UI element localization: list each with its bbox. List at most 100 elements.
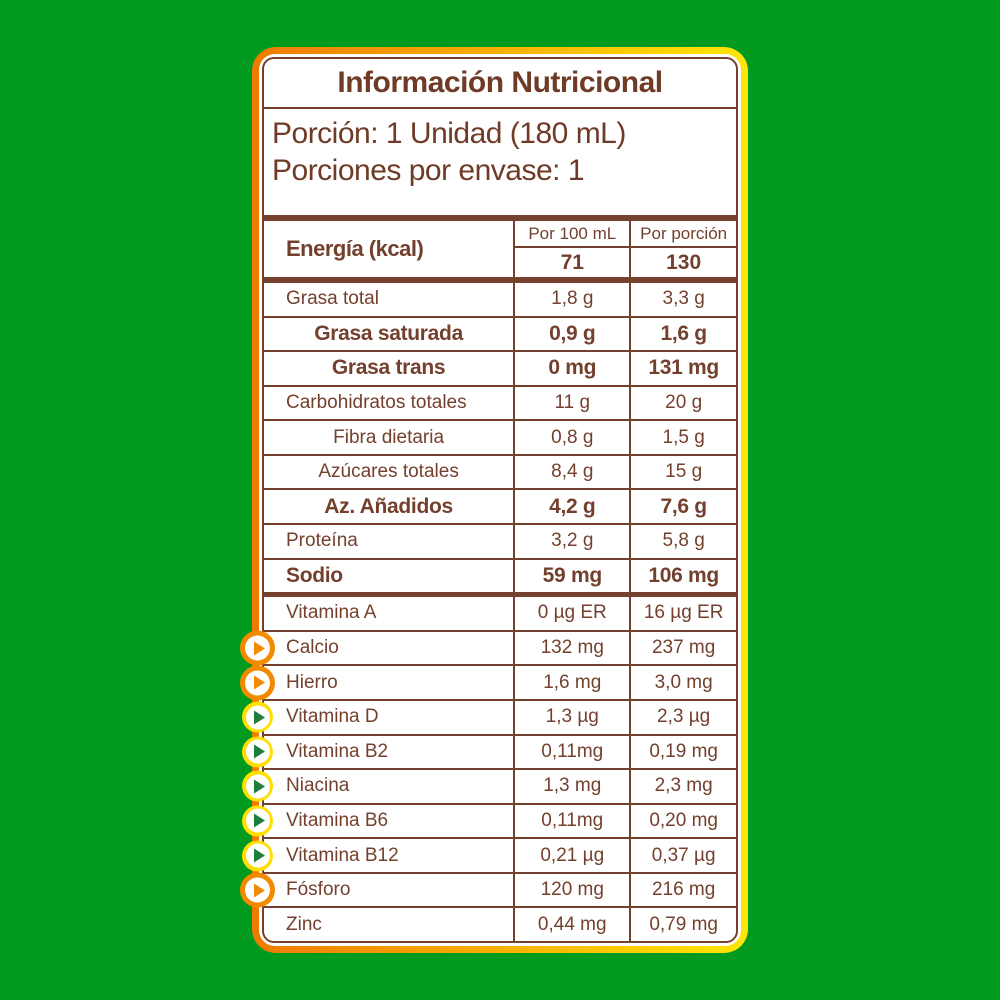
play-triangle-icon	[245, 877, 270, 903]
value-per-100ml: 4,2 g	[513, 490, 629, 524]
row-label: Hierro	[286, 671, 338, 693]
yellow-green-play-circle-icon	[242, 840, 273, 872]
table-row: Vitamina B2 0,11mg 0,19 mg	[242, 733, 736, 769]
row-label: Vitamina B12	[286, 844, 399, 866]
serving-info: Porción: 1 Unidad (180 mL) Porciones por…	[264, 109, 736, 215]
value-per-100ml: 3,2 g	[513, 525, 629, 558]
row-label: Vitamina D	[286, 706, 379, 728]
value-per-100ml: 1,8 g	[513, 283, 629, 316]
value-per-portion: 2,3 µg	[629, 700, 736, 734]
value-per-portion: 20 g	[629, 386, 736, 420]
value-per-100ml: 132 mg	[513, 631, 629, 665]
table-row: Carbohidratos totales 11 g 20 g	[264, 384, 736, 420]
value-per-portion: 106 mg	[629, 559, 736, 593]
value-per-portion: 216 mg	[629, 873, 736, 907]
nutrition-table: Energía (kcal) Por 100 mL Por porción 71…	[240, 215, 736, 941]
play-triangle-icon	[245, 705, 270, 730]
table-row: Vitamina B12 0,21 µg 0,37 µg	[242, 837, 736, 872]
value-per-portion: 1,6 g	[629, 317, 736, 351]
table-header: Energía (kcal) Por 100 mL Por porción 71…	[264, 221, 736, 277]
table-row: Zinc 0,44 mg 0,79 mg	[264, 906, 736, 941]
table-row: Fibra dietaria 0,8 g 1,5 g	[264, 419, 736, 454]
value-per-100ml: 11 g	[513, 386, 629, 420]
table-row: Fósforo 120 mg 216 mg	[240, 871, 736, 908]
nutrition-title: Información Nutricional	[264, 59, 736, 109]
serving-size-line: Porción: 1 Unidad (180 mL)	[272, 117, 626, 150]
table-rows: Grasa total 1,8 g 3,3 g Grasa saturada 0,9 g…	[240, 283, 736, 941]
value-per-100ml: 0,11mg	[513, 804, 629, 838]
row-label: Fósforo	[286, 879, 351, 901]
row-label: Grasa total	[286, 288, 379, 310]
value-per-portion: 5,8 g	[629, 525, 736, 558]
value-per-100ml: 0 µg ER	[513, 597, 629, 630]
value-per-100ml: 59 mg	[513, 559, 629, 593]
row-label: Proteína	[286, 530, 358, 552]
table-row: Grasa saturada 0,9 g 1,6 g	[264, 315, 736, 351]
row-label: Sodio	[286, 563, 343, 587]
row-label: Niacina	[286, 775, 350, 797]
yellow-green-play-circle-icon	[242, 736, 273, 768]
table-row: Hierro 1,6 mg 3,0 mg	[240, 664, 736, 701]
orange-play-circle-icon	[240, 665, 275, 701]
orange-play-circle-icon	[240, 630, 275, 666]
play-triangle-icon	[245, 739, 270, 764]
panel-content: Información Nutricional Porción: 1 Unida…	[240, 57, 738, 943]
table-row: Grasa total 1,8 g 3,3 g	[264, 283, 736, 316]
value-per-portion: 2,3 mg	[629, 770, 736, 803]
orange-play-circle-icon	[240, 872, 275, 908]
energy-bottom-bar	[264, 277, 736, 283]
value-per-100ml: 1,6 mg	[513, 666, 629, 699]
value-per-100ml: 0,21 µg	[513, 839, 629, 872]
servings-per-container-line: Porciones por envase: 1	[272, 154, 585, 187]
row-label: Carbohidratos totales	[286, 392, 467, 414]
row-label: Grasa saturada	[314, 321, 463, 345]
value-per-100ml: 1,3 mg	[513, 770, 629, 803]
value-per-100ml: 1,3 µg	[513, 700, 629, 734]
column-header-per-100ml: Por 100 mL	[513, 221, 629, 246]
row-label: Calcio	[286, 637, 339, 659]
yellow-green-play-circle-icon	[242, 770, 273, 802]
panel-white-inset: Información Nutricional Porción: 1 Unida…	[240, 54, 741, 946]
energy-value-per-portion: 130	[629, 246, 736, 277]
value-per-portion: 0,19 mg	[629, 735, 736, 769]
row-label: Zinc	[286, 913, 322, 935]
value-per-100ml: 8,4 g	[513, 455, 629, 489]
value-per-portion: 15 g	[629, 455, 736, 489]
table-row: Calcio 132 mg 237 mg	[240, 629, 736, 666]
value-per-100ml: 0,44 mg	[513, 908, 629, 941]
value-per-portion: 3,0 mg	[629, 666, 736, 699]
row-label: Azúcares totales	[318, 461, 459, 483]
value-per-portion: 7,6 g	[629, 490, 736, 524]
table-row: Proteína 3,2 g 5,8 g	[264, 523, 736, 558]
table-row: Niacina 1,3 mg 2,3 mg	[242, 768, 736, 803]
play-triangle-icon	[245, 808, 270, 833]
energy-label: Energía (kcal)	[286, 236, 424, 261]
value-per-100ml: 0,9 g	[513, 317, 629, 351]
table-top-bar	[264, 215, 736, 221]
table-row: Vitamina B6 0,11mg 0,20 mg	[242, 802, 736, 838]
value-per-100ml: 0,11mg	[513, 735, 629, 769]
play-triangle-icon	[245, 670, 270, 696]
play-triangle-icon	[245, 635, 270, 661]
column-header-per-portion: Por porción	[629, 221, 736, 246]
value-per-portion: 3,3 g	[629, 283, 736, 316]
nutrition-label-panel: Información Nutricional Porción: 1 Unida…	[240, 47, 748, 953]
value-per-portion: 0,37 µg	[629, 839, 736, 872]
value-per-portion: 0,79 mg	[629, 908, 736, 941]
value-per-portion: 0,20 mg	[629, 804, 736, 838]
row-label: Grasa trans	[331, 356, 446, 380]
energy-value-per-100ml: 71	[513, 246, 630, 277]
value-per-100ml: 0,8 g	[513, 421, 629, 454]
row-label: Az. Añadidos	[324, 494, 453, 518]
table-row: Grasa trans 0 mg 131 mg	[264, 350, 736, 385]
row-label: Fibra dietaria	[333, 426, 445, 448]
value-per-portion: 1,5 g	[629, 421, 736, 454]
value-per-100ml: 120 mg	[513, 873, 629, 907]
value-per-portion: 237 mg	[629, 631, 736, 665]
value-per-portion: 131 mg	[629, 352, 736, 385]
yellow-green-play-circle-icon	[242, 701, 273, 733]
table-row: Sodio 59 mg 106 mg	[264, 557, 736, 593]
table-row: Vitamina D 1,3 µg 2,3 µg	[242, 698, 736, 734]
yellow-green-play-circle-icon	[242, 805, 273, 837]
